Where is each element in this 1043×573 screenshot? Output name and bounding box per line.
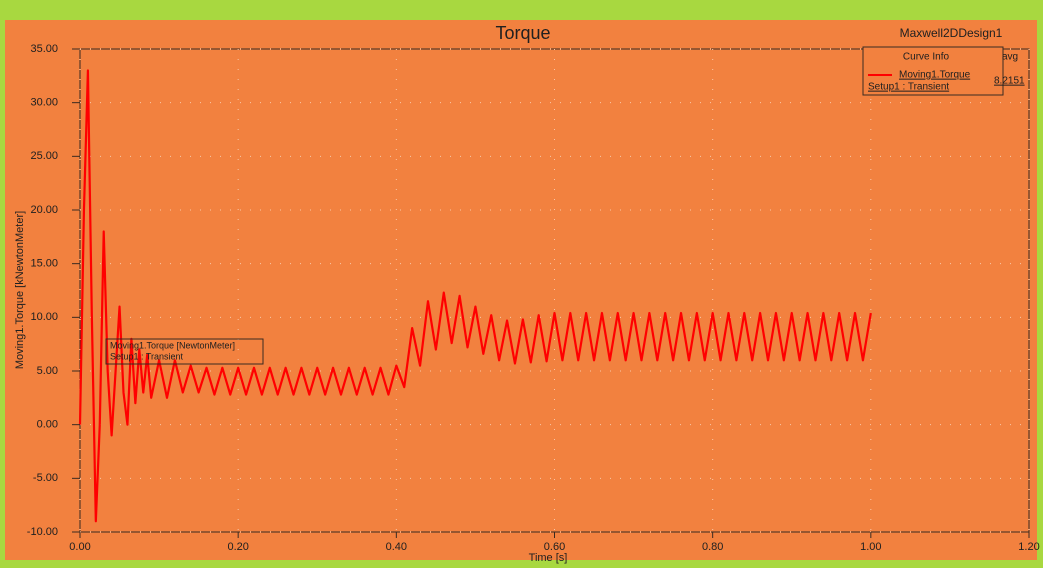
y-axis-label: Moving1.Torque [kNewtonMeter] [14, 211, 26, 369]
legend-avg: 8.2151 [994, 76, 1025, 87]
x-tick-label: 1.20 [1018, 541, 1039, 553]
y-tick-label: 20.00 [30, 204, 58, 216]
y-tick-label: 5.00 [37, 365, 58, 377]
design-name: Maxwell2DDesign1 [900, 26, 1003, 40]
y-tick-label: -5.00 [33, 472, 58, 484]
x-tick-label: 0.00 [69, 541, 90, 553]
legend-header: avg [1002, 52, 1018, 63]
x-tick-label: 0.60 [544, 541, 565, 553]
x-tick-label: 1.00 [860, 541, 881, 553]
y-tick-label: 0.00 [37, 419, 58, 431]
chart-background [5, 20, 1037, 560]
x-tick-label: 0.20 [227, 541, 248, 553]
y-tick-label: 10.00 [30, 311, 58, 323]
x-axis-label: Time [s] [529, 552, 568, 564]
y-tick-label: 35.00 [30, 43, 58, 55]
legend-header: Curve Info [903, 52, 950, 63]
legend-entry: Moving1.Torque [899, 70, 971, 81]
y-tick-label: -10.00 [27, 526, 58, 538]
legend-setup: Setup1 : Transient [868, 82, 949, 93]
series-line [78, 69, 872, 523]
x-tick-label: 0.80 [702, 541, 723, 553]
annotation-box [105, 338, 264, 365]
annotation-text: Setup1 : Transient [110, 351, 184, 361]
legend-box [862, 46, 1004, 96]
y-tick-label: 30.00 [30, 97, 58, 109]
annotation-text: Moving1.Torque [NewtonMeter] [110, 340, 235, 350]
x-tick-label: 0.40 [386, 541, 407, 553]
y-tick-label: 25.00 [30, 150, 58, 162]
y-tick-label: 15.00 [30, 258, 58, 270]
chart-title: Torque [495, 23, 550, 43]
